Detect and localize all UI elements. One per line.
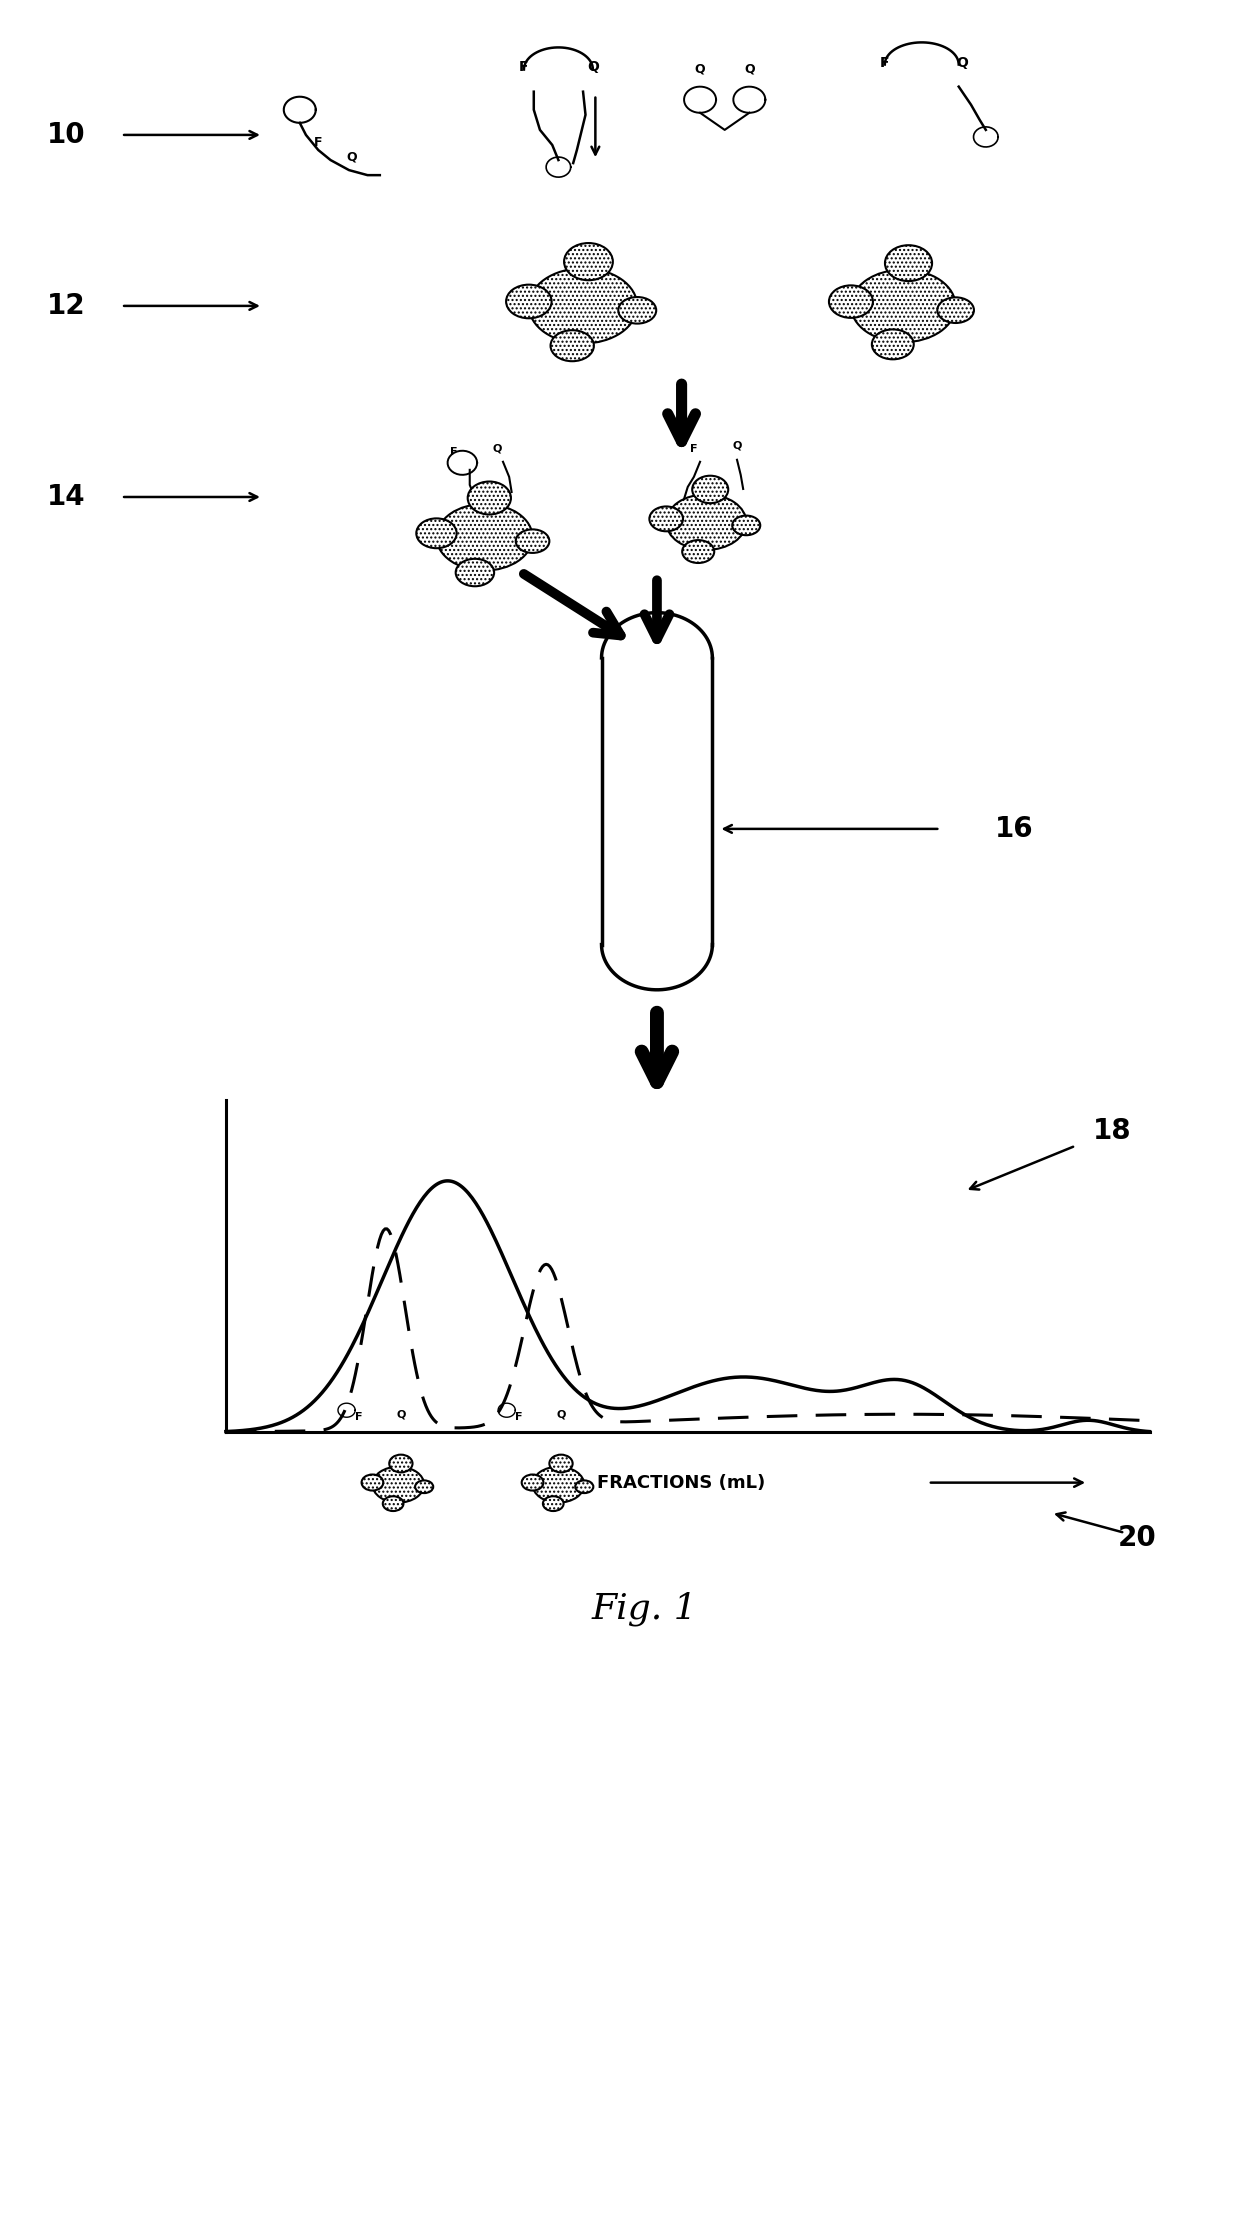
Ellipse shape (383, 1497, 403, 1510)
Ellipse shape (467, 482, 511, 515)
Ellipse shape (650, 506, 683, 531)
Text: F: F (450, 446, 458, 458)
Ellipse shape (455, 560, 494, 586)
Text: F: F (691, 444, 698, 453)
Text: Q: Q (694, 62, 706, 76)
Text: 14: 14 (46, 482, 86, 511)
Text: Q: Q (557, 1410, 565, 1419)
Ellipse shape (937, 298, 973, 322)
Ellipse shape (872, 329, 914, 360)
Ellipse shape (564, 242, 613, 280)
Ellipse shape (516, 529, 549, 553)
Text: 20: 20 (1118, 1524, 1157, 1552)
Ellipse shape (528, 269, 637, 344)
Text: 10: 10 (46, 120, 86, 149)
Text: F: F (880, 56, 889, 69)
Ellipse shape (389, 1455, 413, 1473)
Ellipse shape (619, 298, 656, 324)
Text: Q: Q (744, 62, 755, 76)
Text: F: F (314, 135, 322, 149)
Ellipse shape (551, 331, 594, 362)
Ellipse shape (666, 495, 746, 551)
Text: Q: Q (733, 440, 742, 451)
Text: 16: 16 (994, 815, 1033, 844)
Ellipse shape (543, 1497, 564, 1510)
Text: Q: Q (396, 1410, 405, 1419)
Ellipse shape (436, 504, 532, 571)
Text: Q: Q (492, 444, 501, 453)
Text: Q: Q (346, 151, 357, 164)
Ellipse shape (733, 515, 760, 535)
Ellipse shape (417, 517, 456, 549)
Ellipse shape (522, 1475, 543, 1490)
Text: 12: 12 (46, 291, 86, 320)
Ellipse shape (885, 244, 932, 282)
Ellipse shape (851, 269, 956, 342)
Text: Q: Q (587, 60, 599, 73)
Ellipse shape (362, 1475, 383, 1490)
Ellipse shape (682, 540, 714, 562)
Ellipse shape (372, 1466, 424, 1504)
Ellipse shape (415, 1481, 433, 1493)
Text: Q: Q (956, 56, 968, 69)
Ellipse shape (532, 1466, 584, 1504)
Ellipse shape (549, 1455, 573, 1473)
Text: F: F (355, 1413, 362, 1421)
Ellipse shape (506, 284, 552, 318)
Ellipse shape (692, 475, 728, 504)
Text: F: F (520, 60, 528, 73)
Ellipse shape (830, 284, 873, 318)
Text: F: F (516, 1413, 523, 1421)
Text: FRACTIONS (mL): FRACTIONS (mL) (598, 1473, 766, 1493)
Text: Fig. 1: Fig. 1 (591, 1590, 698, 1626)
Text: 18: 18 (1094, 1117, 1132, 1144)
Ellipse shape (575, 1481, 593, 1493)
